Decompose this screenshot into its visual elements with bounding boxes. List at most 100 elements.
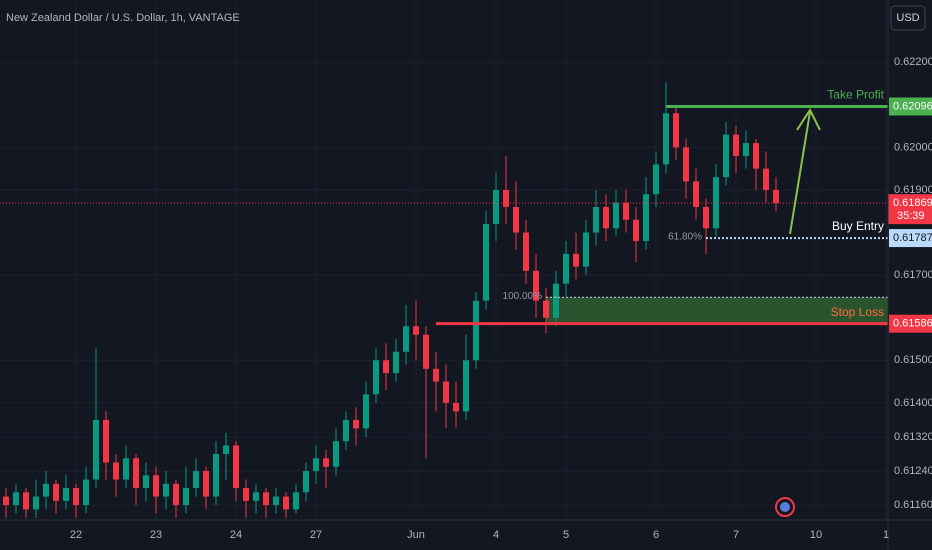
candle-body (343, 419, 349, 442)
candle-body (513, 206, 519, 233)
currency-label[interactable]: USD (896, 12, 919, 24)
candle-body (143, 475, 149, 489)
fib-label: 100.00% (503, 291, 543, 302)
candle-body (493, 189, 499, 225)
candle-body (773, 189, 779, 204)
x-tick-label: 27 (310, 529, 322, 541)
zone-layer (546, 297, 888, 324)
candle-body (483, 224, 489, 301)
candle-body (763, 168, 769, 190)
y-tick-label: 0.62200 (894, 56, 932, 68)
candle-body (733, 134, 739, 156)
y-tick-label: 0.62000 (894, 141, 932, 153)
candle-body (633, 219, 639, 242)
y-tick-label: 0.61500 (894, 354, 932, 366)
candles (3, 82, 779, 518)
level-name: Stop Loss (831, 305, 884, 319)
fib-label: 61.80% (668, 232, 702, 243)
x-tick-label: 1 (883, 529, 889, 541)
candle-body (673, 113, 679, 148)
candle-body (83, 479, 89, 506)
y-tick-label: 0.61700 (894, 269, 932, 281)
candle-body (263, 492, 269, 506)
candle-body (173, 483, 179, 506)
x-tick-label: 23 (150, 529, 162, 541)
candle-body (403, 326, 409, 352)
last-price-box (888, 194, 932, 225)
x-tick-label: 5 (563, 529, 569, 541)
chart-title: New Zealand Dollar / U.S. Dollar, 1h, VA… (6, 12, 240, 24)
candle-body (113, 462, 119, 480)
candle-body (683, 147, 689, 182)
currency-button[interactable] (890, 5, 926, 31)
candle-body (643, 194, 649, 242)
candle-body (323, 458, 329, 467)
candle-body (433, 368, 439, 382)
level-price-label: 0.62096 (893, 100, 932, 112)
candle-body (703, 206, 709, 229)
candle-body (653, 164, 659, 195)
candle-body (663, 113, 669, 165)
candle-body (203, 471, 209, 497)
arrow-head (796, 107, 821, 131)
candle-body (43, 483, 49, 497)
candle-body (413, 326, 419, 335)
y-tick-label: 0.61320 (894, 431, 932, 443)
candle-body (533, 270, 539, 301)
candle-body (573, 253, 579, 267)
event-flag (780, 502, 790, 512)
candle-body (313, 458, 319, 472)
candle-body (583, 232, 589, 267)
candle-body (233, 445, 239, 489)
candle-body (713, 177, 719, 229)
candle-body (603, 206, 609, 229)
candle-body (473, 300, 479, 361)
fib-zone (546, 297, 888, 324)
candle-body (453, 402, 459, 412)
arrow (789, 111, 811, 235)
candle-body (613, 202, 619, 229)
candle-body (353, 419, 359, 429)
candle-body (383, 360, 389, 374)
candle-body (693, 181, 699, 207)
candle-body (563, 253, 569, 284)
candle-body (253, 492, 259, 501)
y-tick-label: 0.61900 (894, 184, 932, 196)
level-price-box (889, 229, 932, 248)
candle-body (13, 492, 19, 506)
candle-body (393, 351, 399, 374)
grid (0, 0, 888, 520)
candle-body (103, 419, 109, 463)
candle-body (223, 445, 229, 454)
x-tick-label: 4 (493, 529, 499, 541)
candle-body (183, 488, 189, 506)
candle-body (63, 488, 69, 501)
candle-body (3, 496, 9, 506)
y-tick-label: 0.61160 (894, 499, 932, 511)
candle-body (523, 232, 529, 271)
candle-body (553, 283, 559, 318)
x-tick-label: 7 (733, 529, 739, 541)
countdown-label: 35:39 (897, 210, 925, 222)
candle-body (73, 488, 79, 506)
candle-body (123, 458, 129, 480)
candle-body (23, 492, 29, 510)
candle-body (443, 381, 449, 403)
level-price-box (889, 97, 932, 116)
candle-body (543, 300, 549, 318)
candle-body (213, 453, 219, 497)
last-price-label: 0.61869 (893, 197, 932, 209)
level-name: Take Profit (827, 88, 884, 102)
candle-body (33, 496, 39, 510)
x-tick-label: 10 (810, 529, 822, 541)
candle-body (243, 488, 249, 501)
candle-body (133, 458, 139, 489)
candle-body (463, 360, 469, 412)
candle-body (723, 134, 729, 178)
level-price-label: 0.61787 (893, 232, 932, 244)
candle-body (153, 475, 159, 497)
level-price-box (889, 314, 932, 333)
candle-body (193, 471, 199, 489)
